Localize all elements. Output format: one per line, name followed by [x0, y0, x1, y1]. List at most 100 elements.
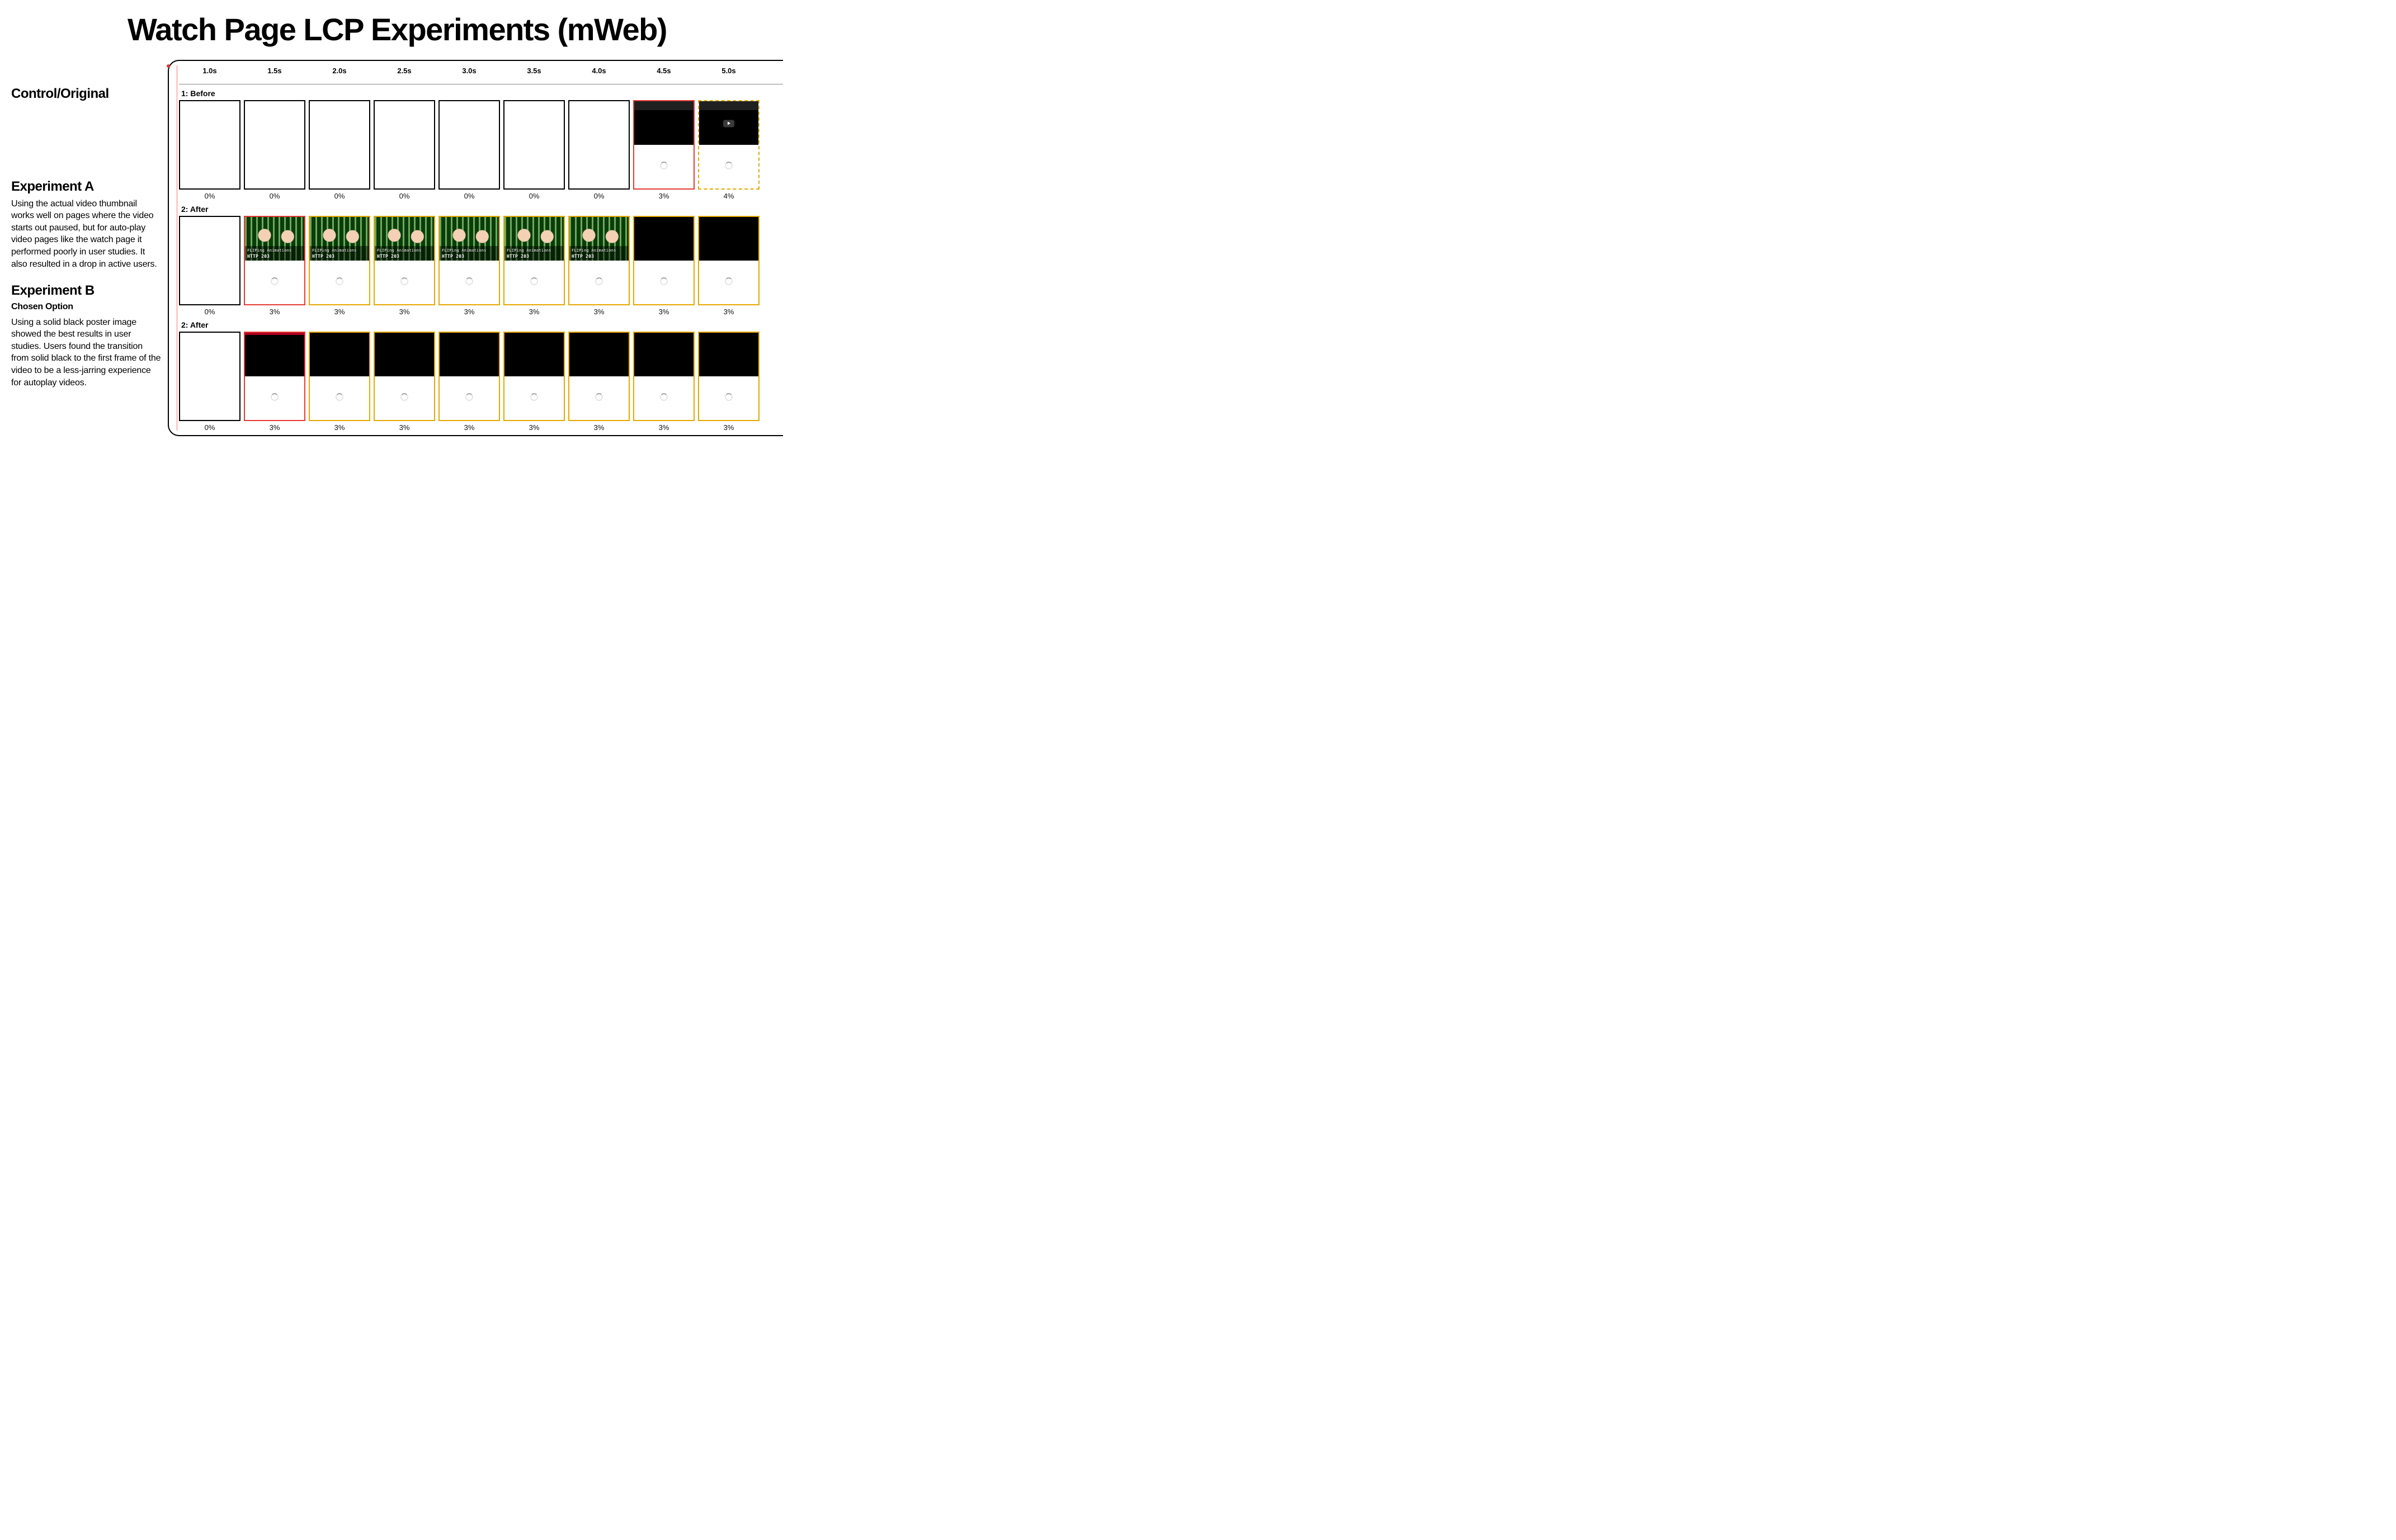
loading-spinner-icon: [595, 277, 603, 285]
frame-column: 0%: [374, 100, 435, 200]
visual-progress-percent: 3%: [399, 308, 410, 316]
filmstrip-frame: [568, 100, 630, 190]
filmstrip-frame: [633, 332, 695, 421]
play-icon: [723, 120, 734, 127]
frames: 0%FLIPing AnimationsHTTP 2033%FLIPing An…: [179, 216, 783, 316]
sidebar: Control/Original Experiment A Using the …: [11, 60, 168, 436]
row-label: 2: After: [181, 320, 783, 329]
frame-column: 3%: [244, 332, 305, 432]
frame-column: 4%: [698, 100, 760, 200]
frame-column: 0%: [438, 100, 500, 200]
thumbnail-text-line2: HTTP 203: [442, 254, 464, 259]
loading-spinner-icon: [400, 277, 408, 285]
thumbnail-text-line2: HTTP 203: [247, 254, 270, 259]
visual-progress-percent: 0%: [270, 192, 280, 200]
visual-progress-percent: 3%: [724, 423, 734, 432]
thumbnail-text-line1: FLIPing Animations: [442, 248, 486, 253]
filmstrip-frame: [503, 100, 565, 190]
exp-a-body: Using the actual video thumbnail works w…: [11, 198, 161, 271]
filmstrip-frame: [698, 100, 760, 190]
filmstrip-frame: [633, 100, 695, 190]
exp-b-body: Using a solid black poster image showed …: [11, 316, 161, 389]
thumbnail-text-line1: FLIPing Animations: [312, 248, 356, 253]
visual-progress-percent: 3%: [594, 423, 605, 432]
row-label: 1: Before: [181, 89, 783, 98]
loading-spinner-icon: [400, 393, 408, 401]
loading-spinner-icon: [336, 393, 343, 401]
loading-spinner-icon: [530, 277, 538, 285]
filmstrip-frame: [309, 100, 370, 190]
filmstrip-frame: [568, 332, 630, 421]
time-tick: 5.0s: [721, 67, 735, 75]
visual-progress-percent: 4%: [724, 192, 734, 200]
loading-spinner-icon: [271, 393, 279, 401]
time-tick: 2.0s: [332, 67, 346, 75]
filmstrip-frame: [179, 100, 240, 190]
visual-progress-percent: 0%: [399, 192, 410, 200]
page: Watch Page LCP Experiments (mWeb) Contro…: [0, 0, 783, 450]
visual-progress-percent: 0%: [334, 192, 345, 200]
frame-column: 0%: [244, 100, 305, 200]
frame-column: 3%: [438, 332, 500, 432]
visual-progress-percent: 3%: [464, 423, 475, 432]
time-tick: 1.5s: [267, 67, 281, 75]
frame-column: 0%: [179, 332, 240, 432]
filmstrip-frame: [374, 332, 435, 421]
timeline-rows: 1: Before0%0%0%0%0%0%0%3%4%2: After0%FLI…: [179, 89, 783, 432]
thumbnail-text-line2: HTTP 203: [507, 254, 529, 259]
visual-progress-percent: 3%: [594, 308, 605, 316]
thumbnail-text-line1: FLIPing Animations: [377, 248, 421, 253]
filmstrip-frame: [244, 332, 305, 421]
frame-column: 3%: [698, 332, 760, 432]
visual-progress-percent: 0%: [205, 423, 215, 432]
visual-progress-percent: 3%: [529, 308, 540, 316]
loading-spinner-icon: [465, 393, 473, 401]
filmstrip-frame: FLIPing AnimationsHTTP 203: [374, 216, 435, 305]
visual-progress-percent: 3%: [334, 423, 345, 432]
filmstrip-frame: [698, 216, 760, 305]
filmstrip-frame: [374, 100, 435, 190]
loading-spinner-icon: [725, 393, 733, 401]
visual-progress-percent: 0%: [594, 192, 605, 200]
loading-spinner-icon: [725, 162, 733, 169]
filmstrip-frame: FLIPing AnimationsHTTP 203: [309, 216, 370, 305]
time-tick: 2.5s: [397, 67, 411, 75]
time-tick: 3.0s: [462, 67, 476, 75]
frame-column: 3%: [309, 332, 370, 432]
timeline-row-expA: 2: After0%FLIPing AnimationsHTTP 2033%FL…: [179, 205, 783, 316]
timeline-panel: 1.0s1.5s2.0s2.5s3.0s3.5s4.0s4.5s5.0s 1: …: [168, 60, 783, 436]
loading-spinner-icon: [336, 277, 343, 285]
frame-column: 3%: [633, 100, 695, 200]
visual-progress-percent: 3%: [270, 308, 280, 316]
frame-column: 0%: [309, 100, 370, 200]
frame-column: FLIPing AnimationsHTTP 2033%: [309, 216, 370, 316]
filmstrip-frame: [503, 332, 565, 421]
filmstrip-frame: [244, 100, 305, 190]
frame-column: 3%: [503, 332, 565, 432]
visual-progress-percent: 0%: [464, 192, 475, 200]
visual-progress-percent: 3%: [270, 423, 280, 432]
filmstrip-frame: FLIPing AnimationsHTTP 203: [244, 216, 305, 305]
filmstrip-frame: [438, 100, 500, 190]
thumbnail-text-line2: HTTP 203: [312, 254, 334, 259]
visual-progress-percent: 3%: [659, 423, 669, 432]
frame-column: 0%: [568, 100, 630, 200]
loading-spinner-icon: [660, 393, 668, 401]
frame-column: 3%: [374, 332, 435, 432]
frame-column: 3%: [568, 332, 630, 432]
filmstrip-frame: [698, 332, 760, 421]
filmstrip-frame: [179, 332, 240, 421]
sidebar-control: Control/Original: [11, 87, 161, 101]
visual-progress-percent: 0%: [205, 308, 215, 316]
exp-b-heading: Experiment B: [11, 284, 161, 298]
loading-spinner-icon: [660, 162, 668, 169]
sidebar-experiment-a: Experiment A Using the actual video thum…: [11, 179, 161, 270]
frame-column: 0%: [179, 100, 240, 200]
timeline-row-control: 1: Before0%0%0%0%0%0%0%3%4%: [179, 89, 783, 200]
frame-column: FLIPing AnimationsHTTP 2033%: [438, 216, 500, 316]
frames: 0% 3% 3% 3% 3% 3% 3% 3% 3%: [179, 332, 783, 432]
thumbnail-text-line1: FLIPing Animations: [572, 248, 616, 253]
frame-column: FLIPing AnimationsHTTP 203 3%: [244, 216, 305, 316]
filmstrip-frame: [438, 332, 500, 421]
loading-spinner-icon: [271, 277, 279, 285]
